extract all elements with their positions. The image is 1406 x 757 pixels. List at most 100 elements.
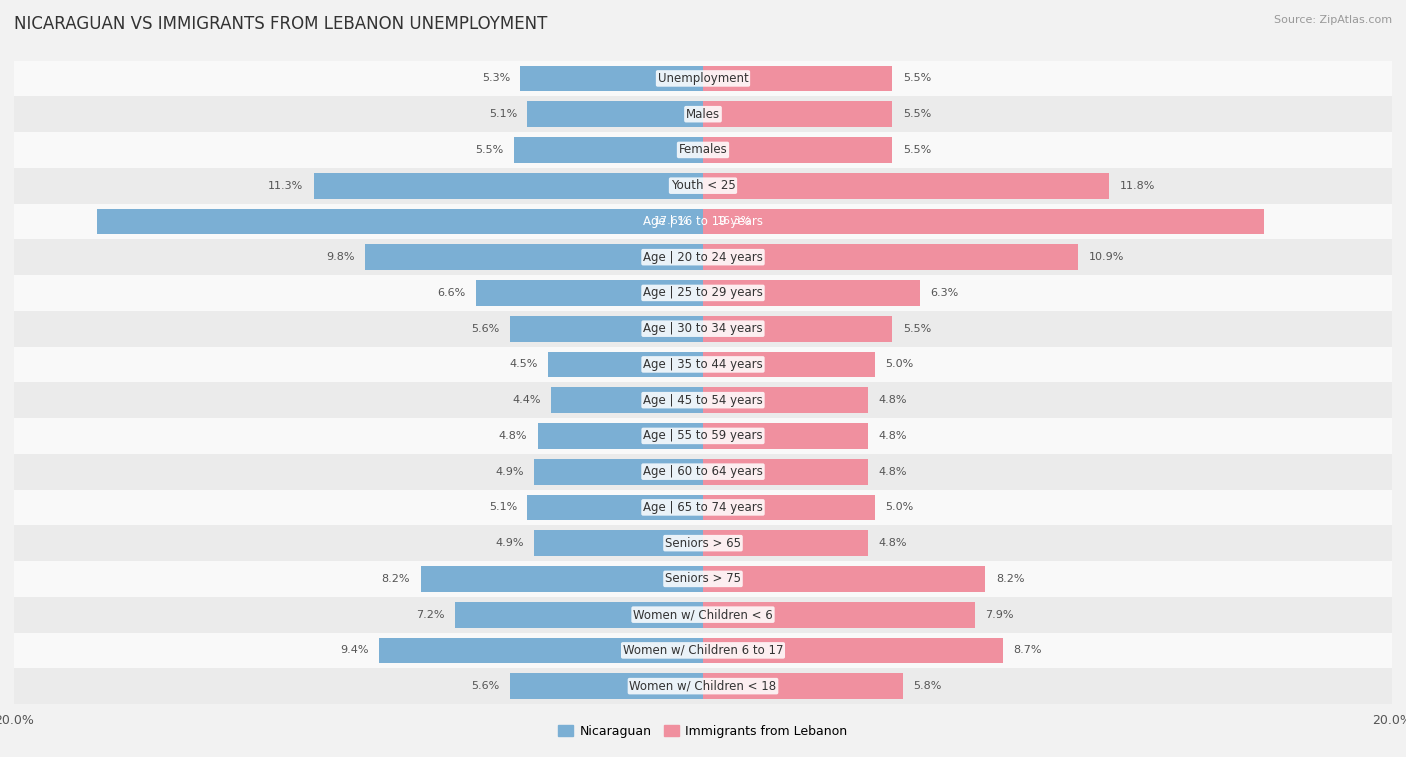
- Bar: [14, 597, 1392, 633]
- Bar: [14, 668, 1392, 704]
- Text: 7.2%: 7.2%: [416, 609, 444, 620]
- Text: 4.9%: 4.9%: [495, 538, 524, 548]
- Text: 9.4%: 9.4%: [340, 646, 368, 656]
- Text: Age | 30 to 34 years: Age | 30 to 34 years: [643, 322, 763, 335]
- Text: 4.8%: 4.8%: [879, 395, 907, 405]
- Text: 11.3%: 11.3%: [269, 181, 304, 191]
- Text: 5.5%: 5.5%: [903, 73, 931, 83]
- Bar: [14, 561, 1392, 597]
- Text: Age | 35 to 44 years: Age | 35 to 44 years: [643, 358, 763, 371]
- Bar: [703, 316, 893, 341]
- Text: 5.5%: 5.5%: [903, 109, 931, 119]
- Text: 7.9%: 7.9%: [986, 609, 1014, 620]
- Text: 4.8%: 4.8%: [879, 431, 907, 441]
- Bar: [420, 566, 703, 592]
- Text: NICARAGUAN VS IMMIGRANTS FROM LEBANON UNEMPLOYMENT: NICARAGUAN VS IMMIGRANTS FROM LEBANON UN…: [14, 15, 547, 33]
- Bar: [703, 173, 1109, 198]
- Text: 5.6%: 5.6%: [471, 324, 499, 334]
- Bar: [366, 245, 703, 270]
- Text: Age | 16 to 19 years: Age | 16 to 19 years: [643, 215, 763, 228]
- Bar: [703, 388, 869, 413]
- Bar: [510, 673, 703, 699]
- Text: Women w/ Children 6 to 17: Women w/ Children 6 to 17: [623, 644, 783, 657]
- Text: 9.8%: 9.8%: [326, 252, 356, 262]
- Bar: [513, 137, 703, 163]
- Bar: [703, 566, 986, 592]
- Bar: [703, 494, 875, 520]
- Bar: [14, 275, 1392, 311]
- Bar: [14, 490, 1392, 525]
- Legend: Nicaraguan, Immigrants from Lebanon: Nicaraguan, Immigrants from Lebanon: [554, 720, 852, 743]
- Bar: [703, 351, 875, 377]
- Bar: [14, 239, 1392, 275]
- Text: 8.7%: 8.7%: [1012, 646, 1042, 656]
- Bar: [703, 66, 893, 92]
- Bar: [14, 525, 1392, 561]
- Bar: [14, 453, 1392, 490]
- Bar: [551, 388, 703, 413]
- Bar: [703, 531, 869, 556]
- Bar: [703, 602, 976, 628]
- Bar: [534, 459, 703, 484]
- Bar: [703, 637, 1002, 663]
- Bar: [527, 101, 703, 127]
- Text: Seniors > 75: Seniors > 75: [665, 572, 741, 585]
- Bar: [703, 673, 903, 699]
- Bar: [14, 132, 1392, 168]
- Bar: [14, 633, 1392, 668]
- Text: Age | 20 to 24 years: Age | 20 to 24 years: [643, 251, 763, 263]
- Bar: [14, 204, 1392, 239]
- Bar: [703, 280, 920, 306]
- Text: 5.5%: 5.5%: [903, 145, 931, 155]
- Text: Women w/ Children < 18: Women w/ Children < 18: [630, 680, 776, 693]
- Bar: [703, 137, 893, 163]
- Bar: [703, 208, 1264, 235]
- Text: 4.8%: 4.8%: [879, 466, 907, 477]
- Text: Age | 65 to 74 years: Age | 65 to 74 years: [643, 501, 763, 514]
- Bar: [14, 382, 1392, 418]
- Text: 16.3%: 16.3%: [717, 217, 752, 226]
- Text: 4.9%: 4.9%: [495, 466, 524, 477]
- Bar: [97, 208, 703, 235]
- Text: Age | 55 to 59 years: Age | 55 to 59 years: [643, 429, 763, 442]
- Text: 6.3%: 6.3%: [931, 288, 959, 298]
- Text: 5.3%: 5.3%: [482, 73, 510, 83]
- Bar: [527, 494, 703, 520]
- Bar: [703, 459, 869, 484]
- Text: Source: ZipAtlas.com: Source: ZipAtlas.com: [1274, 15, 1392, 25]
- Bar: [14, 311, 1392, 347]
- Text: Age | 60 to 64 years: Age | 60 to 64 years: [643, 465, 763, 478]
- Text: Seniors > 65: Seniors > 65: [665, 537, 741, 550]
- Text: 5.1%: 5.1%: [489, 503, 517, 512]
- Text: Age | 45 to 54 years: Age | 45 to 54 years: [643, 394, 763, 407]
- Text: 5.1%: 5.1%: [489, 109, 517, 119]
- Bar: [548, 351, 703, 377]
- Text: 4.8%: 4.8%: [879, 538, 907, 548]
- Bar: [510, 316, 703, 341]
- Text: 17.6%: 17.6%: [654, 217, 689, 226]
- Text: 6.6%: 6.6%: [437, 288, 465, 298]
- Bar: [14, 61, 1392, 96]
- Text: Women w/ Children < 6: Women w/ Children < 6: [633, 608, 773, 621]
- Text: 5.6%: 5.6%: [471, 681, 499, 691]
- Text: 5.5%: 5.5%: [475, 145, 503, 155]
- Text: Unemployment: Unemployment: [658, 72, 748, 85]
- Bar: [703, 101, 893, 127]
- Bar: [380, 637, 703, 663]
- Text: 5.5%: 5.5%: [903, 324, 931, 334]
- Bar: [14, 418, 1392, 453]
- Bar: [14, 347, 1392, 382]
- Text: 5.8%: 5.8%: [912, 681, 942, 691]
- Bar: [534, 531, 703, 556]
- Text: 4.8%: 4.8%: [499, 431, 527, 441]
- Text: 4.5%: 4.5%: [509, 360, 537, 369]
- Text: 8.2%: 8.2%: [995, 574, 1025, 584]
- Bar: [703, 423, 869, 449]
- Text: Youth < 25: Youth < 25: [671, 179, 735, 192]
- Text: 4.4%: 4.4%: [513, 395, 541, 405]
- Text: 5.0%: 5.0%: [886, 503, 914, 512]
- Bar: [14, 96, 1392, 132]
- Text: 10.9%: 10.9%: [1088, 252, 1125, 262]
- Bar: [537, 423, 703, 449]
- Text: 5.0%: 5.0%: [886, 360, 914, 369]
